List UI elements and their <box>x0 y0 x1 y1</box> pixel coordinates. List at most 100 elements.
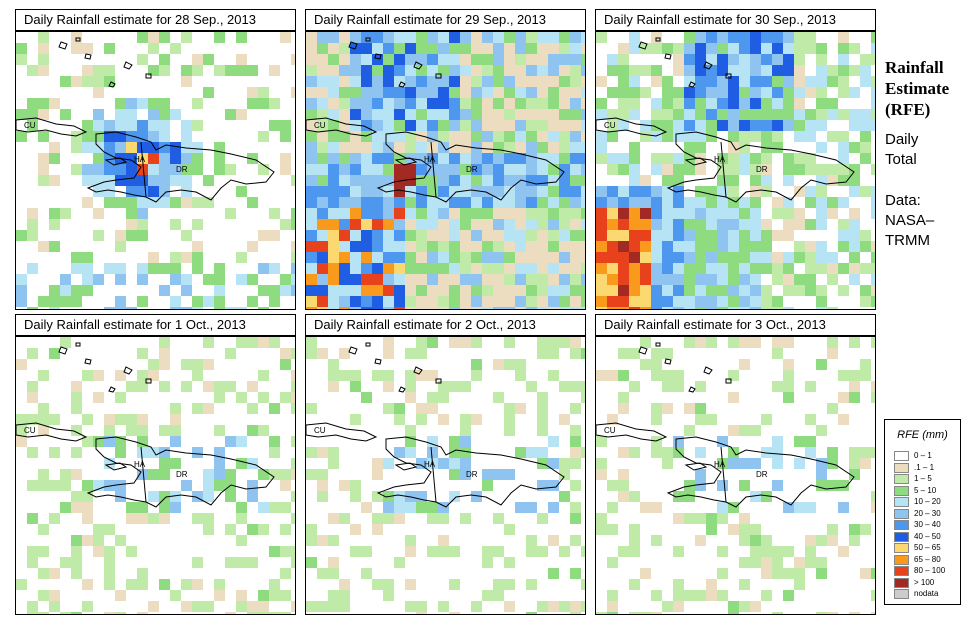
rainfall-cell <box>306 403 317 414</box>
rainfall-cell <box>717 568 728 579</box>
rainfall-cell <box>805 263 816 274</box>
rainfall-cell <box>27 414 38 425</box>
rainfall-cell <box>493 76 504 87</box>
rainfall-cell <box>739 164 750 175</box>
rainfall-cell <box>482 590 493 601</box>
rainfall-cell <box>471 131 482 142</box>
rainfall-cell <box>794 241 805 252</box>
rainfall-cell <box>695 513 706 524</box>
rainfall-cell <box>383 208 394 219</box>
rainfall-cell <box>739 120 750 131</box>
rainfall-cell <box>526 274 537 285</box>
rainfall-cell <box>640 241 651 252</box>
rainfall-cell <box>761 131 772 142</box>
rainfall-cell <box>137 142 148 153</box>
rainfall-cell <box>148 120 159 131</box>
rainfall-cell <box>794 458 805 469</box>
rainfall-cell <box>427 403 438 414</box>
rainfall-cell <box>291 87 295 98</box>
rainfall-cell <box>570 76 581 87</box>
rainfall-cell <box>482 175 493 186</box>
rainfall-cell <box>104 175 115 186</box>
rainfall-cell <box>471 43 482 54</box>
rainfall-cell <box>871 491 875 502</box>
rainfall-cell <box>739 557 750 568</box>
rainfall-cell <box>871 263 875 274</box>
rainfall-cell <box>651 197 662 208</box>
rainfall-cell <box>405 370 416 381</box>
rainfall-cell <box>607 612 618 614</box>
rainfall-cell <box>805 557 816 568</box>
rainfall-cell <box>548 76 559 87</box>
rainfall-cell <box>526 285 537 296</box>
rainfall-cell <box>104 458 115 469</box>
rainfall-cell <box>148 131 159 142</box>
rainfall-cell <box>71 285 82 296</box>
rainfall-cell <box>629 274 640 285</box>
rainfall-cell <box>537 252 548 263</box>
rainfall-cell <box>449 612 460 614</box>
rainfall-cell <box>728 274 739 285</box>
rainfall-cell <box>16 414 27 425</box>
rainfall-cell <box>772 612 783 614</box>
rainfall-cell <box>838 164 849 175</box>
rainfall-cell <box>181 32 192 43</box>
map-label-ha: HA <box>714 460 726 469</box>
rainfall-cell <box>559 131 570 142</box>
rainfall-cell <box>651 131 662 142</box>
rainfall-cell <box>717 208 728 219</box>
rainfall-cell <box>460 414 471 425</box>
rainfall-cell <box>258 263 269 274</box>
rainfall-cell <box>695 337 706 348</box>
rainfall-cell <box>383 579 394 590</box>
rainfall-cell <box>717 32 728 43</box>
rainfall-cell <box>548 458 559 469</box>
rainfall-cell <box>618 164 629 175</box>
rainfall-cell <box>596 458 607 469</box>
rainfall-cell <box>750 98 761 109</box>
rainfall-cell <box>783 109 794 120</box>
rainfall-cell <box>805 164 816 175</box>
rainfall-cell <box>427 109 438 120</box>
rainfall-cell <box>416 458 427 469</box>
rainfall-cell <box>805 252 816 263</box>
rainfall-cell <box>695 241 706 252</box>
rainfall-cell <box>27 65 38 76</box>
rainfall-cell <box>339 601 350 612</box>
rainfall-cell <box>427 65 438 76</box>
rainfall-cell <box>236 252 247 263</box>
rainfall-cell <box>783 590 794 601</box>
rainfall-cell <box>328 164 339 175</box>
rainfall-cell <box>438 601 449 612</box>
rainfall-cell <box>438 230 449 241</box>
rainfall-cell <box>849 241 860 252</box>
rainfall-cell <box>750 65 761 76</box>
rainfall-cell <box>559 164 570 175</box>
rainfall-cell <box>706 513 717 524</box>
rainfall-cell <box>750 546 761 557</box>
rainfall-cell <box>607 219 618 230</box>
rainfall-cell <box>394 241 405 252</box>
rainfall-cell <box>618 491 629 502</box>
rainfall-cell <box>104 142 115 153</box>
rainfall-cell <box>449 186 460 197</box>
rainfall-cell <box>849 219 860 230</box>
coastline <box>596 37 855 203</box>
rainfall-cell <box>306 230 317 241</box>
rainfall-cell <box>361 186 372 197</box>
rainfall-cell <box>537 230 548 241</box>
rainfall-cell <box>115 109 126 120</box>
rainfall-cell <box>761 120 772 131</box>
rainfall-cell <box>416 43 427 54</box>
rainfall-cell <box>816 557 827 568</box>
rainfall-cell <box>838 142 849 153</box>
product-title-line: Rainfall <box>885 58 944 77</box>
rainfall-cell <box>460 197 471 208</box>
map-label-cu: CU <box>314 121 326 130</box>
rainfall-cell <box>471 87 482 98</box>
rainfall-cell <box>372 164 383 175</box>
rainfall-cell <box>449 208 460 219</box>
rainfall-cell <box>537 447 548 458</box>
rainfall-cell <box>607 480 618 491</box>
rainfall-cell <box>449 197 460 208</box>
